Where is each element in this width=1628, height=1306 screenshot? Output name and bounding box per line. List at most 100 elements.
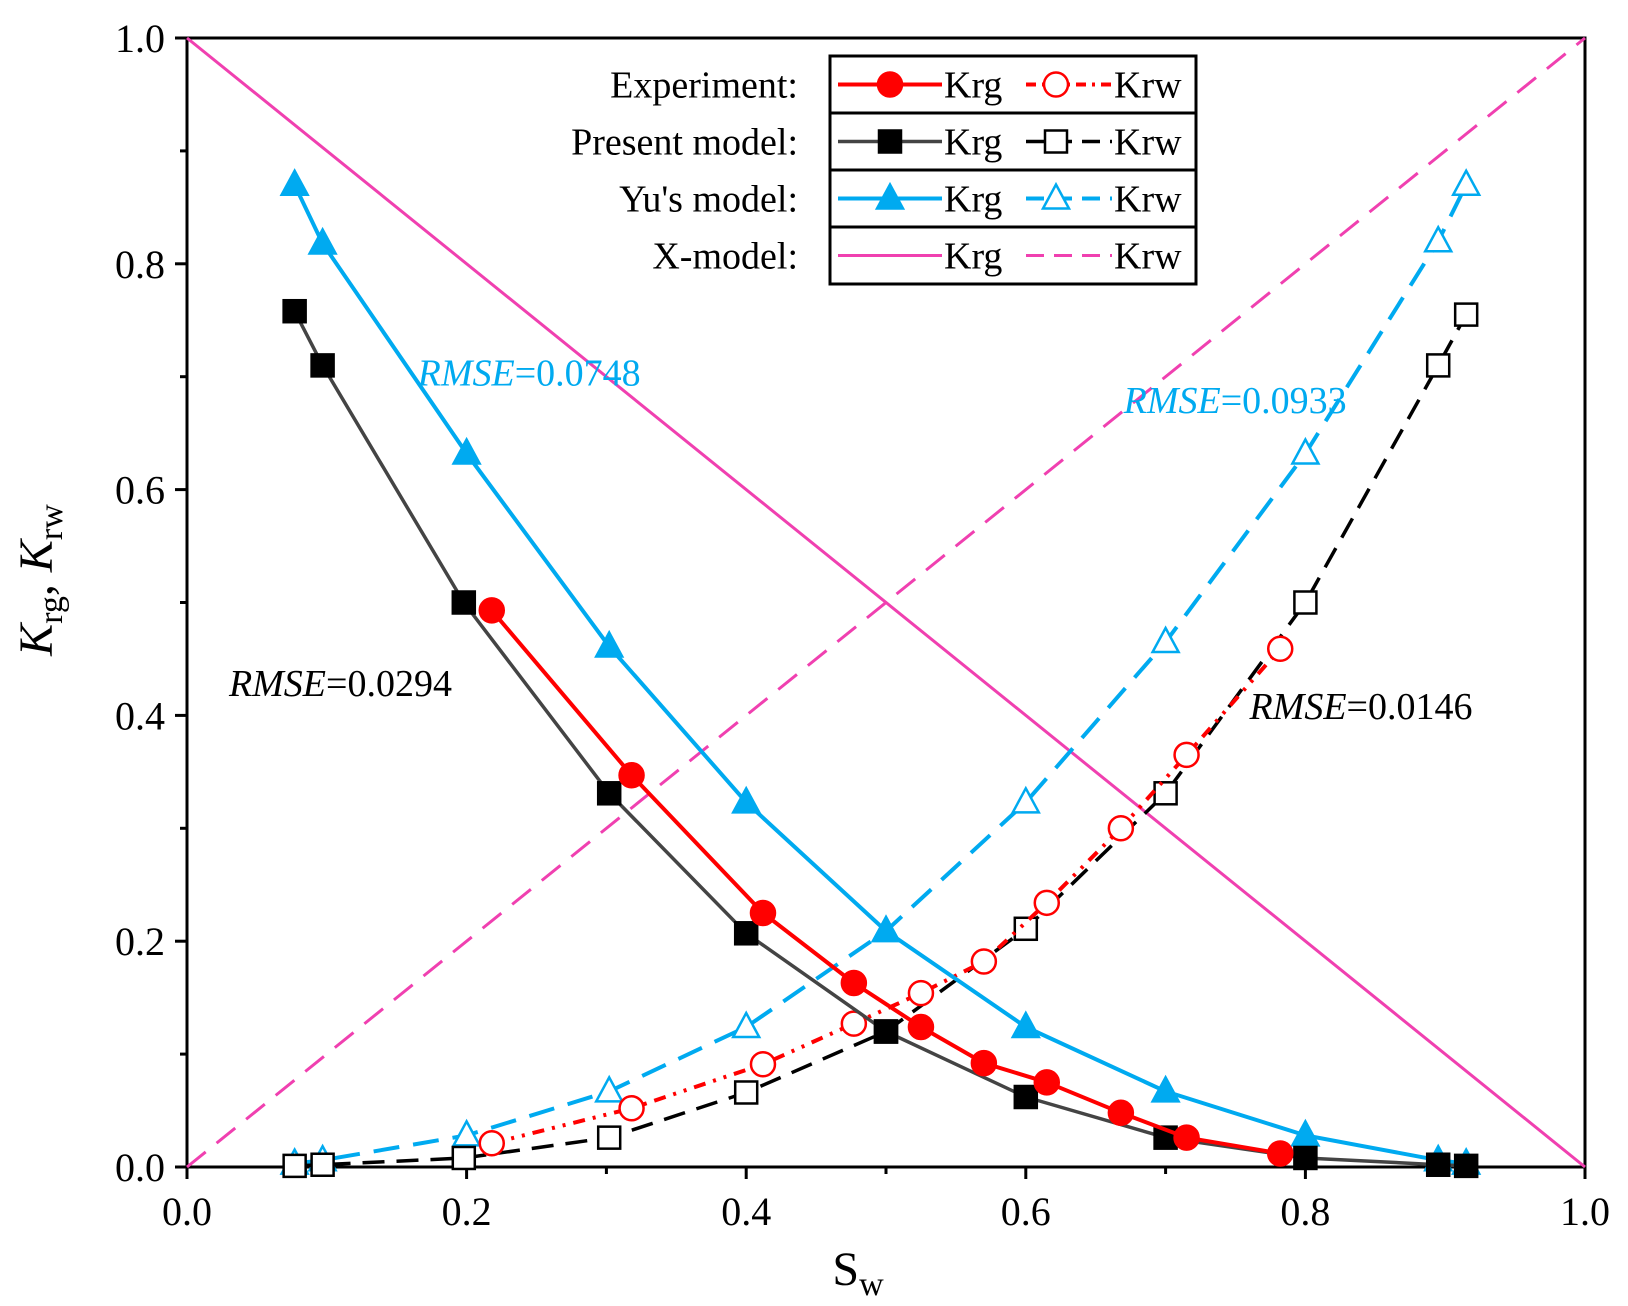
y-tick-label: 0.8: [115, 242, 165, 287]
data-point-exp-krg: [840, 969, 868, 997]
series-line-yu-krg: [292, 183, 1467, 1166]
data-point-yu-krg: [307, 226, 338, 255]
data-point-exp-krg: [1033, 1069, 1061, 1096]
data-point-present-krg: [1453, 1153, 1479, 1179]
x-tick-label: 0.4: [721, 1189, 771, 1234]
legend-row: Experiment: Krg Krw: [610, 54, 1198, 115]
series-line-x-krw: [186, 36, 1586, 1169]
y-tick-label: 0.6: [115, 468, 165, 513]
legend-krw-label: Krw: [1114, 236, 1182, 278]
series-exp-krg: [478, 597, 1294, 1167]
series-present-krg: [282, 298, 1479, 1179]
data-point-yu-krg: [870, 914, 902, 943]
data-point-exp-krw: [840, 1010, 868, 1037]
legend-marker-krg: [877, 129, 903, 154]
data-point-exp-krw: [1173, 741, 1200, 769]
data-point-yu-krw: [451, 1118, 482, 1147]
data-point-exp-krw: [478, 1130, 506, 1157]
data-point-yu-krg: [279, 168, 310, 197]
x-axis-label: Sw: [832, 1243, 884, 1303]
legend-krw-label: Krw: [1114, 65, 1182, 107]
x-tick-label: 0.2: [442, 1189, 492, 1234]
data-point-present-krw: [1153, 781, 1178, 806]
data-point-present-krg: [451, 590, 477, 615]
data-point-exp-krg: [907, 1013, 935, 1041]
data-point-present-krw: [1453, 302, 1479, 327]
data-point-present-krw: [596, 1125, 622, 1150]
data-point-exp-krg: [1173, 1124, 1200, 1151]
legend-marker-krg: [876, 71, 904, 98]
data-point-exp-krg: [970, 1049, 998, 1077]
legend-marker-krw: [1040, 181, 1072, 210]
data-point-yu-krg: [594, 629, 625, 658]
annotation-rmse-present-krw: RMSE=0.0146: [1248, 686, 1472, 728]
annotation-rmse-yu-krg: RMSE=0.0748: [417, 353, 641, 395]
data-point-exp-krw: [1033, 889, 1061, 917]
data-point-exp-krw: [618, 1095, 645, 1122]
data-point-present-krw: [451, 1145, 477, 1171]
y-tick-label: 0.2: [115, 919, 165, 964]
data-point-present-krg: [310, 353, 335, 378]
legend-krg-label: Krg: [944, 179, 1002, 221]
y-tick-label: 0.0: [115, 1145, 165, 1190]
x-tick-label: 0.0: [162, 1189, 212, 1234]
data-point-exp-krw: [907, 979, 935, 1007]
series-line-exp-krg: [490, 609, 1281, 1156]
data-point-present-krg: [1013, 1084, 1039, 1110]
x-tick-label: 1.0: [1560, 1189, 1610, 1234]
data-point-yu-krw: [1010, 785, 1041, 814]
data-point-present-krg: [282, 298, 307, 324]
y-tick-label: 0.4: [115, 693, 165, 738]
data-point-present-krw: [310, 1152, 335, 1177]
legend-row: Present model: Krg Krw: [571, 111, 1198, 172]
series-exp-krw: [478, 635, 1294, 1157]
data-point-yu-krg: [1010, 1010, 1041, 1039]
data-point-exp-krg: [618, 761, 645, 789]
series-present-krw: [282, 302, 1479, 1179]
legend-marker-krw: [1043, 129, 1069, 154]
data-point-exp-krg: [749, 899, 777, 927]
data-point-present-krw: [1293, 590, 1318, 615]
ticks: 0.0 0.2 0.4 0.6 0.8 1.0 0.0 0.2 0.4 0.6 0.8 1.0: [115, 16, 1610, 1234]
x-tick-label: 0.6: [1001, 1189, 1051, 1234]
series-line-yu-krw: [294, 183, 1468, 1166]
data-point-yu-krw: [1290, 436, 1321, 465]
series-line-exp-krw: [491, 647, 1282, 1146]
legend-row: Yu's model: Krg Krw: [619, 168, 1198, 229]
data-point-exp-krg: [478, 597, 506, 624]
data-point-present-krw: [733, 1080, 759, 1105]
data-point-present-krg: [1293, 1145, 1318, 1171]
legend-marker-krg: [874, 181, 906, 210]
legend-krg-label: Krg: [944, 236, 1002, 278]
data-point-yu-krg: [731, 785, 762, 814]
series-layer: [186, 36, 1586, 1179]
data-point-yu-krw: [594, 1074, 625, 1103]
data-point-present-krw: [1425, 353, 1451, 378]
data-point-exp-krw: [1107, 815, 1135, 842]
series-line-x-krg: [186, 36, 1586, 1169]
legend-row-label: Yu's model:: [619, 179, 798, 221]
legend-krg-label: Krg: [944, 65, 1002, 107]
x-tick-label: 0.8: [1280, 1189, 1330, 1234]
data-point-exp-krg: [1107, 1099, 1135, 1127]
data-point-exp-krw: [970, 948, 998, 975]
data-point-present-krw: [282, 1153, 307, 1179]
y-tick-label: 1.0: [115, 16, 165, 61]
legend-marker-krw: [1042, 71, 1070, 98]
legend-box: [828, 111, 1198, 172]
series-x-krw: [186, 36, 1586, 1169]
legend-krw-label: Krw: [1114, 122, 1182, 164]
legend-row-label: Present model:: [571, 122, 798, 164]
data-point-exp-krg: [1266, 1140, 1294, 1167]
legend-row-label: X-model:: [652, 236, 798, 278]
y-axis-label: Krg, Krw: [10, 504, 70, 657]
annotation-rmse-yu-krw: RMSE=0.0933: [1123, 380, 1347, 422]
data-point-present-krg: [873, 1019, 899, 1044]
data-point-present-krg: [596, 781, 622, 806]
legend-krg-label: Krg: [944, 122, 1002, 164]
annotation-rmse-present-krg: RMSE=0.0294: [228, 663, 452, 705]
data-point-yu-krg: [1150, 1074, 1181, 1103]
